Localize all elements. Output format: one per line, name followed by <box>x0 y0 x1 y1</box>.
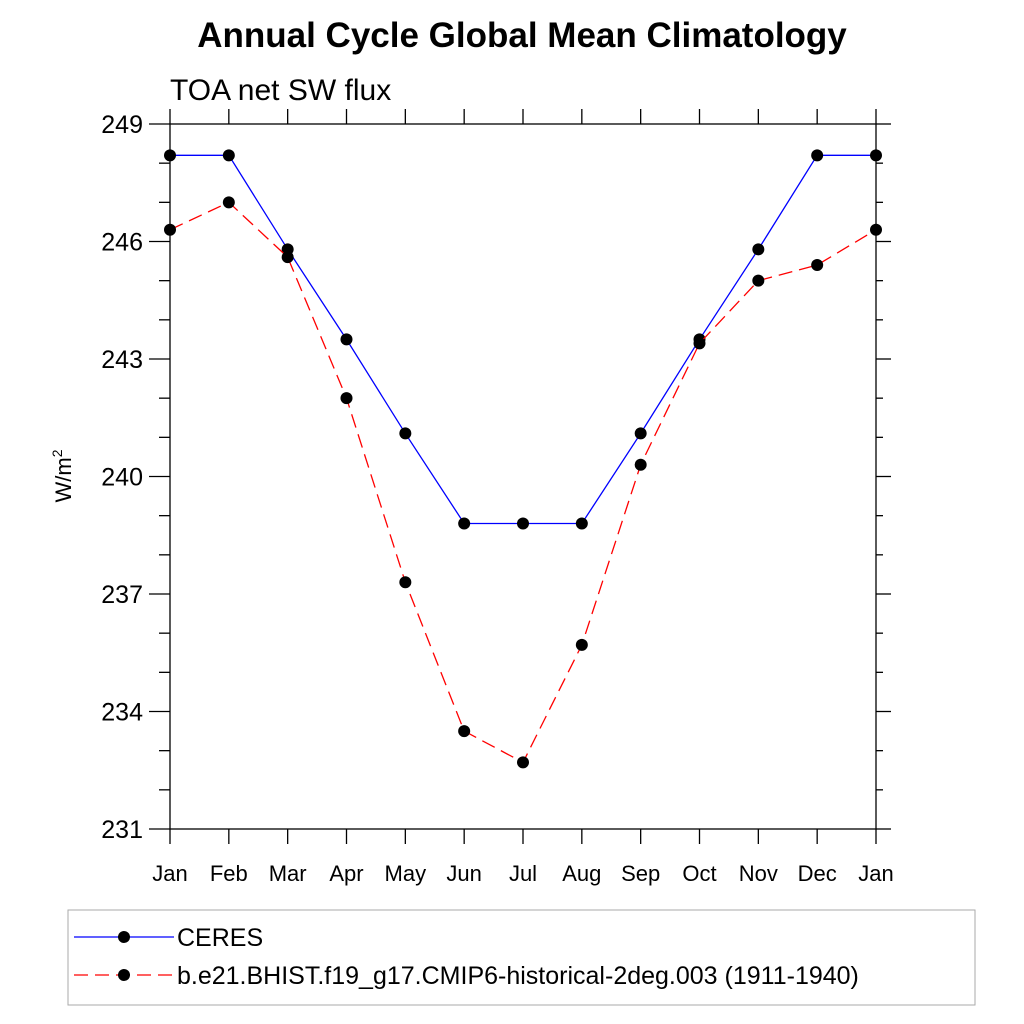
x-tick-label: Jan <box>858 861 893 886</box>
series-point <box>811 149 824 162</box>
x-tick-label: Sep <box>621 861 660 886</box>
series-point <box>517 756 529 769</box>
y-axis-label-text: W/m <box>51 457 76 502</box>
legend-label: CERES <box>177 924 263 952</box>
series-point <box>752 243 765 256</box>
series-point <box>870 149 882 162</box>
tick-labels: 231 234 237 240 243 246 249 Jan Feb Mar Apr May Jun J… <box>101 111 893 886</box>
legend-label: b.e21.BHIST.f19_g17.CMIP6-historical-2de… <box>177 962 859 990</box>
series-point <box>399 576 412 589</box>
y-tick-label: 231 <box>101 816 143 844</box>
series-point <box>340 392 353 405</box>
x-tick-label: Feb <box>210 861 248 886</box>
x-tick-label: Oct <box>682 861 716 886</box>
legend-entry: CERES <box>74 924 263 952</box>
series-point <box>693 337 706 350</box>
series-layer <box>164 149 882 769</box>
series-2 <box>164 196 882 769</box>
x-tick-label: Dec <box>798 861 837 886</box>
chart-title: Annual Cycle Global Mean Climatology <box>197 16 847 55</box>
series-point <box>458 517 471 530</box>
chart-subtitle: TOA net SW flux <box>170 74 391 107</box>
series-point <box>458 725 471 738</box>
y-axis-label: W/m2 <box>49 449 76 502</box>
series-1 <box>164 149 882 530</box>
legend-entry: b.e21.BHIST.f19_g17.CMIP6-historical-2de… <box>74 962 859 990</box>
series-point <box>752 274 765 287</box>
series-point <box>340 333 353 346</box>
x-tick-label: Jan <box>152 861 187 886</box>
series-point <box>870 223 882 236</box>
series-line <box>169 201 877 764</box>
series-point <box>811 259 824 271</box>
legend-marker <box>118 931 130 943</box>
y-tick-label: 243 <box>101 346 143 374</box>
series-point <box>575 638 588 651</box>
legend-entries: CERES b.e21.BHIST.f19_g17.CMIP6-historica… <box>74 924 859 990</box>
series-point <box>222 196 235 209</box>
y-tick-label: 240 <box>101 464 143 492</box>
series-point <box>399 427 412 440</box>
series-point <box>281 251 294 264</box>
series-point <box>575 517 588 530</box>
y-tick-label: 234 <box>101 699 143 727</box>
x-tick-label: Mar <box>269 861 307 886</box>
series-point <box>634 458 647 471</box>
series-line <box>170 154 876 525</box>
series-point <box>164 223 176 236</box>
x-tick-label: May <box>385 861 427 886</box>
x-tick-label: Nov <box>739 861 778 886</box>
legend-marker <box>118 969 130 981</box>
axes <box>149 109 891 844</box>
series-point <box>634 427 647 440</box>
y-axis-label-superscript: 2 <box>49 449 65 457</box>
series-point <box>222 149 235 162</box>
x-tick-label: Apr <box>329 861 363 886</box>
series-point <box>517 517 529 530</box>
legend: CERES b.e21.BHIST.f19_g17.CMIP6-historica… <box>67 909 976 1006</box>
x-tick-label: Jun <box>446 861 481 886</box>
y-tick-label: 246 <box>101 229 143 257</box>
legend-box <box>67 909 976 1006</box>
x-tick-label: Aug <box>562 861 601 886</box>
y-tick-label: 249 <box>101 111 143 139</box>
x-tick-label: Jul <box>509 861 537 886</box>
y-tick-label: 237 <box>101 581 143 609</box>
series-point <box>164 149 176 162</box>
